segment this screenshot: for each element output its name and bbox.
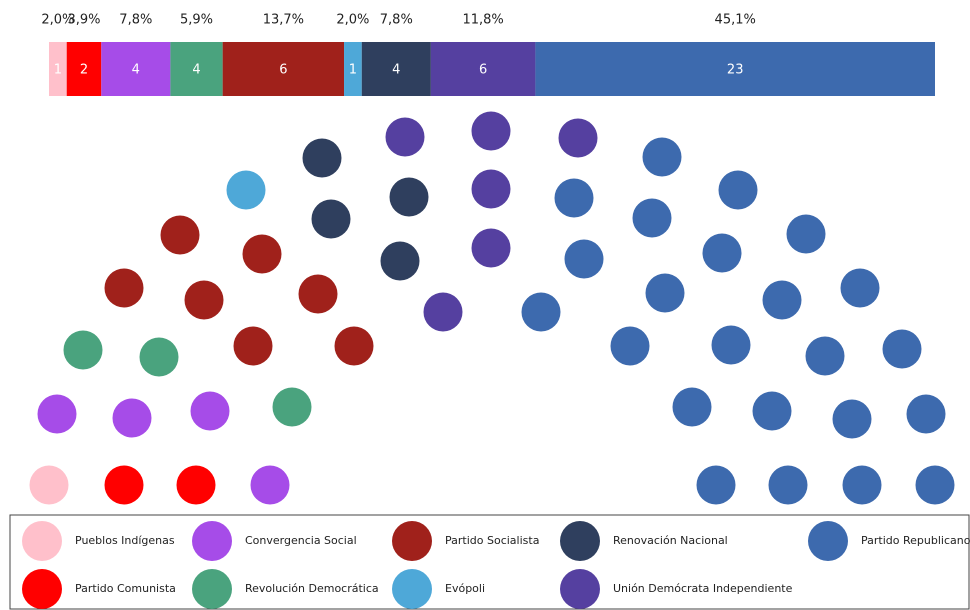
seat-dot — [805, 336, 845, 376]
bar-segment — [361, 42, 431, 96]
seat-label: 2 — [80, 63, 88, 78]
bar-segment — [222, 42, 345, 96]
seat-dot — [642, 137, 682, 177]
legend-swatch — [22, 569, 62, 609]
bar-segment — [49, 42, 67, 96]
legend-swatch — [22, 521, 62, 561]
seat-dot — [298, 274, 338, 314]
seat-dot — [160, 215, 200, 255]
percent-label: 45,1% — [715, 13, 756, 28]
seat-dot — [696, 465, 736, 505]
seat-dot — [226, 170, 266, 210]
legend-swatch — [560, 521, 600, 561]
legend-label: Renovación Nacional — [613, 534, 728, 547]
legend-swatch — [392, 569, 432, 609]
percent-label: 7,8% — [380, 13, 413, 28]
legend-box — [9, 514, 970, 610]
seat-dot — [711, 325, 751, 365]
seat-dot — [184, 280, 224, 320]
legend-label: Evópoli — [445, 582, 485, 595]
seat-dot — [471, 169, 511, 209]
seat-label: 6 — [479, 63, 487, 78]
seat-label: 1 — [54, 63, 62, 78]
seat-dot — [63, 330, 103, 370]
legend-label: Convergencia Social — [245, 534, 357, 547]
seat-dot — [672, 387, 712, 427]
seat-label: 6 — [279, 63, 287, 78]
seat-dot — [334, 326, 374, 366]
seat-dot — [302, 138, 342, 178]
seat-dot — [139, 337, 179, 377]
seat-dot — [610, 326, 650, 366]
seat-dot — [645, 273, 685, 313]
seat-dot — [233, 326, 273, 366]
seat-dot — [104, 268, 144, 308]
seat-dot — [385, 117, 425, 157]
bar-segment — [170, 42, 223, 96]
seat-dot — [389, 177, 429, 217]
seat-dot — [752, 391, 792, 431]
seat-dot — [762, 280, 802, 320]
seat-label: 23 — [727, 63, 744, 78]
seat-dot — [558, 118, 598, 158]
seat-dot — [176, 465, 216, 505]
seat-dot — [471, 228, 511, 268]
seat-dot — [882, 329, 922, 369]
seat-dot — [380, 241, 420, 281]
legend-swatch — [392, 521, 432, 561]
seat-dot — [786, 214, 826, 254]
seat-dot — [104, 465, 144, 505]
seat-dot — [554, 178, 594, 218]
seat-label: 4 — [392, 63, 400, 78]
legend-label: Partido Socialista — [445, 534, 539, 547]
seat-label: 1 — [349, 63, 357, 78]
legend-swatch — [808, 521, 848, 561]
seat-dot — [29, 465, 69, 505]
legend-swatch — [192, 569, 232, 609]
seat-dot — [272, 387, 312, 427]
percent-label: 5,9% — [180, 13, 213, 28]
bar-segment — [535, 42, 935, 96]
seat-dot — [112, 398, 152, 438]
seat-dot — [564, 239, 604, 279]
seat-dot — [190, 391, 230, 431]
seat-dot — [311, 199, 351, 239]
legend-swatch — [192, 521, 232, 561]
percent-label: 3,9% — [67, 13, 100, 28]
legend-label: Unión Demócrata Independiente — [613, 582, 793, 595]
bar-segment — [430, 42, 536, 96]
seat-dot — [842, 465, 882, 505]
bar-segment — [66, 42, 102, 96]
seat-dot — [242, 234, 282, 274]
legend-label: Partido Comunista — [75, 582, 176, 595]
legend-swatch — [560, 569, 600, 609]
bar-segment — [344, 42, 362, 96]
seat-dot — [423, 292, 463, 332]
seat-dot — [250, 465, 290, 505]
seat-dot — [915, 465, 955, 505]
percent-label: 13,7% — [263, 13, 304, 28]
seat-dot — [832, 399, 872, 439]
seat-dot — [521, 292, 561, 332]
seat-label: 4 — [132, 63, 140, 78]
bar-segment — [101, 42, 171, 96]
percent-label: 2,0% — [41, 13, 74, 28]
percent-label: 2,0% — [336, 13, 369, 28]
legend-label: Revolución Democrática — [245, 582, 379, 595]
seat-dot — [702, 233, 742, 273]
percent-label: 7,8% — [119, 13, 152, 28]
seat-dot — [840, 268, 880, 308]
seat-dot — [906, 394, 946, 434]
legend-label: Pueblos Indígenas — [75, 534, 175, 547]
seat-dot — [768, 465, 808, 505]
seat-label: 4 — [192, 63, 200, 78]
seat-dot — [718, 170, 758, 210]
percent-label: 11,8% — [462, 13, 503, 28]
seat-dot — [37, 394, 77, 434]
legend-label: Partido Republicano — [861, 534, 970, 547]
seat-dot — [632, 198, 672, 238]
seat-dot — [471, 111, 511, 151]
